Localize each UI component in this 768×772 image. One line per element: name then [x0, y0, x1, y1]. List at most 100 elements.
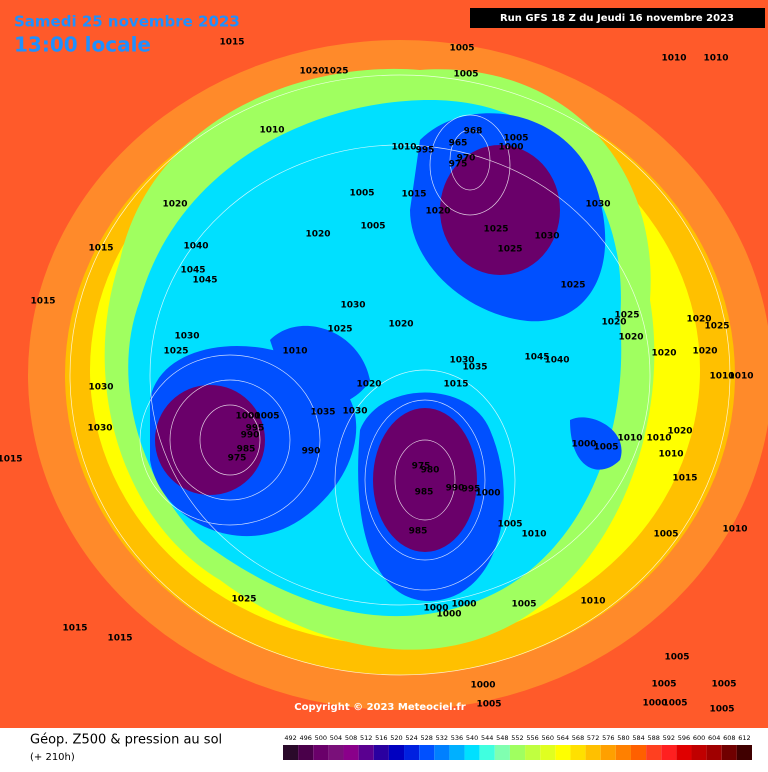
pressure-label: 1005 [653, 530, 678, 540]
legend-tick: 540 [466, 734, 478, 742]
pressure-label: 975 [412, 462, 431, 472]
pressure-label: 1010 [521, 530, 546, 540]
run: Run GFS 18 Z du Jeudi 16 novembre 2023 [500, 13, 734, 24]
pressure-label: 1015 [401, 190, 426, 200]
pressure-label: 1000 [235, 412, 260, 422]
legend-tick: 528 [421, 734, 433, 742]
pressure-label: 1005 [511, 600, 536, 610]
lead: (+ 210h) [30, 752, 75, 763]
legend-tick: 508 [345, 734, 357, 742]
pressure-label: 1025 [323, 67, 348, 77]
pressure-label: 970 [457, 154, 476, 164]
pressure-label: 1005 [662, 699, 687, 709]
pressure-label: 1015 [0, 455, 23, 465]
pressure-label: 1015 [30, 297, 55, 307]
pressure-label: 995 [246, 424, 265, 434]
legend-tick: 496 [299, 734, 311, 742]
legend-swatch [464, 745, 480, 760]
legend-tick: 612 [738, 734, 750, 742]
legend-swatch [630, 745, 647, 760]
time: 13:00 locale [14, 33, 151, 57]
pressure-label: 985 [409, 527, 428, 537]
pressure-label: 1020 [686, 315, 711, 325]
legend-swatch [373, 745, 389, 760]
legend-swatch [676, 745, 692, 760]
pressure-label: 995 [462, 485, 481, 495]
pressure-label: 1030 [340, 301, 365, 311]
legend-tick: 592 [663, 734, 675, 742]
legend-swatch [419, 745, 435, 760]
legend-tick: 532 [436, 734, 448, 742]
legend-tick: 536 [451, 734, 463, 742]
run-box [470, 8, 765, 28]
pressure-label: 1020 [356, 380, 381, 390]
pressure-label: 985 [237, 445, 256, 455]
pressure-label: 968 [464, 127, 483, 137]
pressure-label: 1025 [497, 245, 522, 255]
pressure-label: 1025 [614, 311, 639, 321]
pressure-label: 1005 [664, 653, 689, 663]
pressure-label: 1000 [498, 143, 523, 153]
pressure-label: 1020 [299, 67, 324, 77]
legend-swatch [358, 745, 374, 760]
pressure-label: 1030 [342, 407, 367, 417]
legend-swatch [600, 745, 616, 760]
legend-swatch [570, 745, 586, 760]
pressure-label: 1005 [254, 412, 279, 422]
pressure-label: 1000 [423, 604, 448, 614]
legend-swatch [706, 745, 722, 760]
pressure-label: 1005 [709, 705, 734, 715]
legend-swatch [661, 745, 677, 760]
pressure-label: 1010 [259, 126, 284, 136]
pressure-label: 965 [449, 139, 468, 149]
pressure-label: 1020 [425, 207, 450, 217]
legend-swatch [434, 745, 450, 760]
pressure-label: 1025 [704, 322, 729, 332]
legend-tick: 492 [284, 734, 296, 742]
pressure-label: 1025 [327, 325, 352, 335]
pressure-label: 1030 [174, 332, 199, 342]
pressure-label: 1015 [443, 380, 468, 390]
legend-tick: 520 [390, 734, 402, 742]
pressure-label: 1000 [451, 600, 476, 610]
legend-tick: 560 [542, 734, 554, 742]
legend-swatch [388, 745, 405, 760]
pressure-label: 1010 [580, 597, 605, 607]
pressure-label: 1005 [711, 680, 736, 690]
pressure-label: 1030 [88, 383, 113, 393]
legend-swatch [494, 745, 510, 760]
contours [69, 74, 731, 676]
pressure-label: 1010 [658, 450, 683, 460]
pressure-label: 985 [415, 488, 434, 498]
pressure-label: 1010 [282, 347, 307, 357]
legend-swatch [298, 745, 314, 760]
date: Samedi 25 novembre 2023 [14, 13, 240, 31]
legend-tick: 500 [315, 734, 327, 742]
pressure-label: 1025 [163, 347, 188, 357]
legend-tick: 556 [526, 734, 538, 742]
pressure-label: 1015 [62, 624, 87, 634]
pressure-label: 1010 [391, 143, 416, 153]
legend-tick: 512 [360, 734, 372, 742]
pressure-label: 1045 [524, 353, 549, 363]
legend-swatch [313, 745, 329, 760]
pressure-label: 1020 [162, 200, 187, 210]
legend-swatch [449, 745, 465, 760]
pressure-label: 1040 [183, 242, 208, 252]
copyright: Copyright © 2023 Meteociel.fr [294, 702, 465, 713]
pressure-label: 1000 [475, 489, 500, 499]
pressure-label: 1010 [709, 372, 734, 382]
pressure-label: 1005 [360, 222, 385, 232]
pressure-label: 1040 [544, 356, 569, 366]
pressure-label: 1030 [534, 232, 559, 242]
pressure-label: 1020 [667, 427, 692, 437]
legend-tick: 600 [693, 734, 705, 742]
pressure-label: 1020 [601, 318, 626, 328]
pressure-label: 1025 [560, 281, 585, 291]
pressure-label: 990 [302, 447, 321, 457]
pressure-label: 1005 [593, 443, 618, 453]
pressure-label: 1020 [692, 347, 717, 357]
pressure-label: 990 [241, 431, 260, 441]
legend-swatch [404, 745, 420, 760]
